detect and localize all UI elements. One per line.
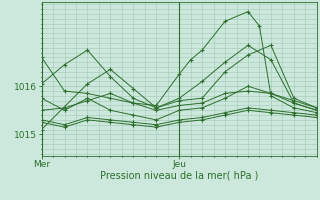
X-axis label: Pression niveau de la mer( hPa ): Pression niveau de la mer( hPa ) — [100, 171, 258, 181]
